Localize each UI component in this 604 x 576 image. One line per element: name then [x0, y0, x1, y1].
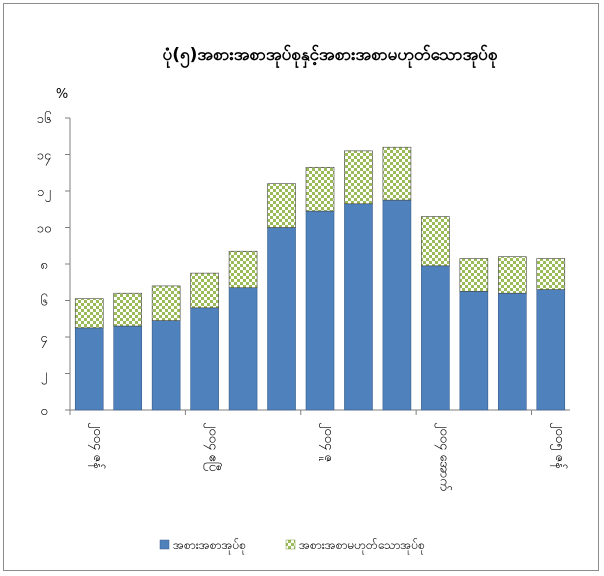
bar-food	[151, 320, 181, 411]
legend-label-nonfood: အစားအစာမဟုတ်သောအုပ်စု	[299, 537, 425, 555]
bar-food	[382, 199, 412, 411]
bar-nonfood	[267, 183, 296, 228]
x-tick-label: ၂၀၀၄ ဧပြီ	[204, 422, 222, 471]
legend-swatch-food	[159, 539, 170, 550]
bar-food	[74, 327, 104, 411]
bar-nonfood	[382, 146, 412, 201]
y-tick-label: ၁၂	[37, 185, 51, 202]
x-tick-label: ၂၀၀၄ အောက်	[434, 422, 452, 491]
bar-nonfood	[113, 292, 142, 327]
bar-food	[228, 287, 258, 411]
y-tick-label: ၄	[40, 331, 48, 348]
y-tick-label: ၂	[41, 368, 47, 385]
bar-nonfood	[74, 298, 104, 329]
bar-food	[267, 227, 296, 411]
legend: အစားအစာအုပ်စု အစားအစာမဟုတ်သောအုပ်စု	[159, 537, 425, 555]
bar-nonfood	[459, 258, 489, 292]
legend-swatch-nonfood	[285, 539, 296, 550]
legend-label-food: အစားအစာအုပ်စု	[173, 537, 246, 555]
bar-nonfood	[151, 285, 181, 321]
x-tick-label: ၂၀၀၅ ဇန်	[550, 422, 568, 470]
bar-nonfood	[421, 216, 450, 267]
y-tick-label: ၆	[40, 294, 47, 310]
bar-food	[459, 291, 489, 411]
bar-food	[190, 307, 219, 411]
x-tick-label: ၂၀၀၄ ဇူ	[319, 422, 336, 462]
chart-title: ပုံ(၅)အစားအစာအုပ်စုနှင့်အစားအစာမဟုတ်သောအ…	[163, 44, 498, 69]
y-tick-label: ၁၀	[37, 222, 52, 237]
bar-nonfood	[498, 256, 527, 294]
y-tick-label: ၁၆	[37, 111, 52, 127]
y-tick-label: ၈	[40, 258, 47, 273]
bar-nonfood	[190, 272, 219, 309]
y-axis-label: %	[56, 87, 68, 102]
y-tick-label: ၀	[40, 404, 47, 419]
bar-nonfood	[228, 250, 258, 289]
bar-food	[498, 292, 527, 411]
bar-nonfood	[536, 258, 566, 290]
y-tick-label: ၁၄	[37, 149, 52, 166]
x-tick-label: ၂၀၀၄ ဇန်	[88, 422, 106, 470]
bar-food	[421, 265, 450, 411]
bar-food	[536, 289, 566, 411]
bar-food	[305, 210, 335, 411]
bar-food	[113, 325, 142, 411]
bar-nonfood	[344, 150, 373, 205]
bar-food	[344, 203, 373, 411]
bar-nonfood	[305, 166, 335, 212]
